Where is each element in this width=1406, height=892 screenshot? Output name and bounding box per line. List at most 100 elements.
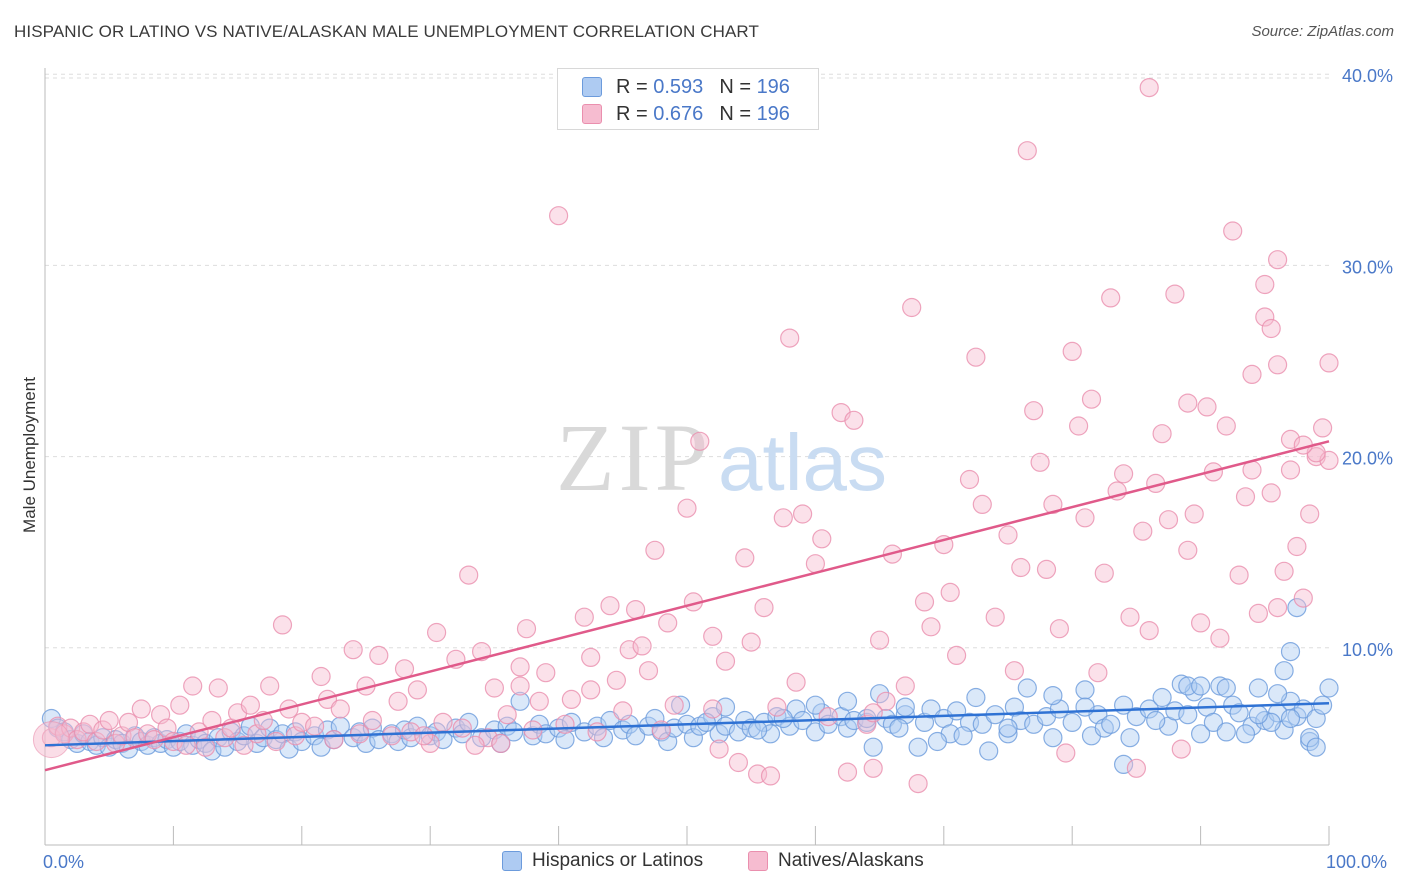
natives-point-128 [1011,557,1031,578]
hispanics-point-92 [735,710,755,731]
natives-point-161 [1235,487,1256,507]
series-natives-points [32,77,1339,794]
natives-point-102 [792,504,813,524]
hispanics-point-57 [433,729,453,750]
hispanics-point-161 [1312,695,1333,715]
natives-point-30 [234,735,254,755]
natives-point-97 [754,597,774,618]
legend-item-natives[interactable]: Natives/Alaskans [748,850,924,872]
natives-point-134 [1056,743,1076,763]
legend-swatch-pink [582,104,602,124]
hispanics-point-174 [1280,641,1301,662]
watermark-zip: ZIP [556,404,712,511]
natives-point-164 [1255,307,1275,327]
natives-point-191 [632,636,652,656]
hispanics-point-143 [1178,705,1198,725]
hispanics-point-125 [1017,678,1037,698]
natives-point-34 [260,676,280,696]
hispanics-point-163 [1113,754,1134,775]
natives-point-55 [420,733,440,754]
natives-point-159 [1223,221,1243,241]
y-tick-label-0: 10.0% [1342,640,1393,660]
natives-point-66 [510,676,530,696]
natives-point-8 [93,720,113,740]
natives-point-91 [709,739,729,759]
hispanics-point-130 [1062,712,1082,733]
legend-item-hispanics[interactable]: Hispanics or Latinos [502,850,703,872]
axes [44,68,1330,846]
hispanics-point-98 [786,699,806,719]
natives-point-5 [73,722,94,742]
natives-point-48 [362,710,382,731]
natives-point-166 [1267,597,1288,618]
natives-point-154 [1190,613,1211,633]
natives-point-138 [1081,389,1102,409]
natives-point-85 [658,613,678,633]
natives-point-92 [715,651,736,671]
natives-point-35 [266,731,286,752]
legend-n-label: N = [719,75,751,98]
natives-point-79 [613,701,633,721]
hispanics-point-151 [1242,716,1262,736]
natives-point-109 [857,714,877,734]
natives-point-60 [459,565,479,585]
hispanics-point-76 [600,710,620,731]
series-legend: Hispanics or Latinos Natives/Alaskans [0,850,1406,880]
hispanics-point-114 [921,699,941,719]
natives-point-114 [895,676,915,696]
natives-point-69 [529,691,549,711]
natives-point-193 [510,657,530,677]
legend-swatch-blue [502,851,522,871]
legend-r-label: R = [616,75,648,98]
natives-point-148 [1152,424,1172,444]
hispanics-point-48 [362,718,382,738]
natives-point-49 [369,645,389,666]
natives-point-94 [735,548,755,568]
natives-point-75 [581,647,601,668]
natives-point-153 [1184,504,1204,524]
hispanics-point-65 [504,722,524,742]
natives-point-192 [581,680,601,700]
natives-point-90 [703,699,723,719]
hispanics-point-59 [452,724,472,744]
natives-point-168 [1280,429,1301,449]
natives-point-162 [1242,364,1262,384]
natives-point-132 [1036,559,1057,580]
hispanics-point-164 [1171,674,1191,694]
natives-point-99 [773,508,793,528]
natives-point-105 [818,706,838,727]
y-tick-label-2: 30.0% [1342,257,1393,277]
natives-point-41 [311,666,331,687]
natives-point-163 [1248,603,1269,624]
legend-n-label: N = [719,102,751,125]
natives-point-70 [536,663,556,683]
natives-point-7 [86,731,107,752]
hispanics-point-131 [1075,680,1095,700]
y-tick-labels: 10.0% 20.0% 30.0% 40.0% [1342,66,1393,660]
legend-n-value: 196 [756,75,790,98]
natives-point-127 [1004,661,1025,681]
natives-point-126 [998,525,1018,545]
natives-point-187 [1043,494,1063,514]
natives-point-122 [959,469,980,490]
hispanics-point-169 [1267,684,1288,704]
hispanics-point-176 [1075,697,1095,717]
natives-point-64 [491,733,511,754]
hispanics-point-184 [889,718,909,738]
watermark: ZIP atlas [556,404,887,511]
natives-point-125 [985,607,1005,627]
natives-point-179 [1267,250,1288,270]
legend-item-label: Hispanics or Latinos [532,850,704,871]
hispanics-point-190 [1235,724,1256,744]
natives-point-9 [99,710,119,731]
hispanics-point-112 [908,737,928,757]
source-label: Source: ZipAtlas.com [1251,23,1394,40]
natives-point-183 [1139,77,1159,98]
hispanics-point-167 [1216,678,1236,698]
natives-point-116 [908,773,928,794]
natives-point-180 [1267,355,1288,375]
natives-point-56 [427,622,447,643]
natives-point-74 [574,607,594,627]
legend-r-label: R = [616,102,648,125]
